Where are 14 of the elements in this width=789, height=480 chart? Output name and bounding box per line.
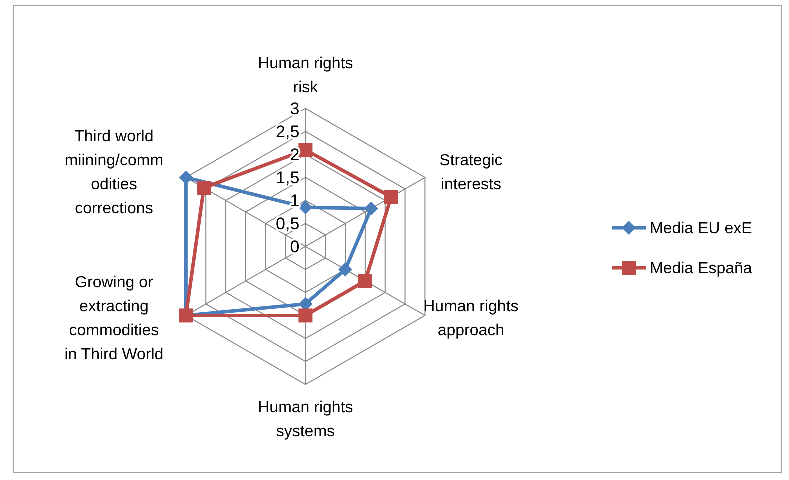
spoke-label: Human rights risk [258, 55, 354, 96]
spoke-label: Strategic interests [440, 152, 503, 194]
y-tick-label: 3 [290, 100, 300, 119]
spoke-label: Third world miining/comm odities corrections [64, 128, 164, 218]
y-tick-label: 0,5 [276, 214, 300, 234]
y-tick-label: 0 [290, 238, 300, 257]
spoke-label: Growing or extracting commodities in Third World [64, 274, 164, 364]
spoke-label: Human rights approach [424, 298, 519, 340]
spoke-label: Human rights systems [258, 399, 354, 440]
legend-label: Media España [650, 260, 752, 278]
legend-label: Media EU exE [650, 220, 752, 238]
y-tick-label: 2 [290, 146, 300, 165]
y-tick-label: 1,5 [276, 168, 300, 188]
y-tick-label: 2,5 [276, 122, 300, 142]
